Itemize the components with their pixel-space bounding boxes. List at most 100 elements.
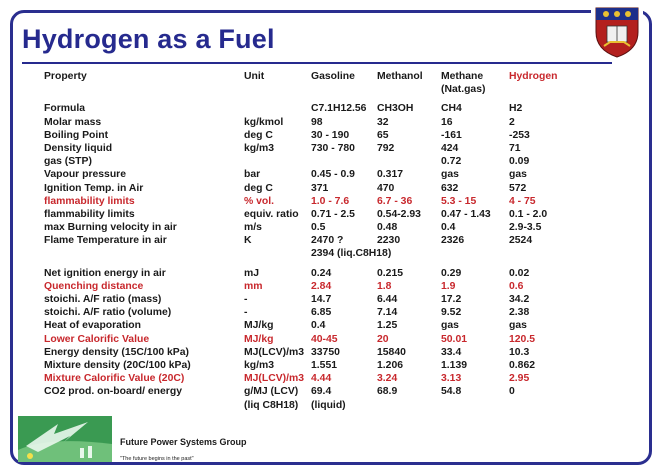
table-row: Boiling Point deg C 30 - 190 65 -161 -25… [44,129,573,142]
cell-unit: g/MJ (LCV) [244,386,299,398]
table-row: flammability limits equiv. ratio 0.71 - … [44,208,573,221]
table-row: stoichi. A/F ratio (mass) - 14.7 6.44 17… [44,293,573,306]
table-row: Heat of evaporation MJ/kg 0.4 1.25 gas g… [44,319,573,332]
cell-methanol: 1.206 [377,359,404,371]
table-row: stoichi. A/F ratio (volume) - 6.85 7.14 … [44,306,573,319]
table-header-sub-row: (Nat.gas) [44,83,573,96]
cell-hydrogen: 71 [509,142,521,154]
cell-gasoline: 0.71 - 2.5 [311,208,355,220]
cell-hydrogen: 2524 [509,235,533,247]
cell-unit: kg/m3 [244,142,275,154]
cell-methane: 1.139 [441,359,468,371]
cell-methane: 9.52 [441,307,462,319]
fuel-properties-table: Property Unit Gasoline Methanol Methane … [44,70,573,412]
header-rule [22,62,612,64]
cell-gasoline: C7.1H12.56 [311,103,367,115]
table-row: Net ignition energy in air mJ 0.24 0.215… [44,267,573,280]
table-row: Density liquid kg/m3 730 - 780 792 424 7… [44,142,573,155]
cell-methane: gas [441,169,459,181]
cell-methane: CH4 [441,103,462,115]
cell-methanol: 792 [377,142,395,154]
cell-methanol: 7.14 [377,307,398,319]
cell-unit: bar [244,169,261,181]
cell-property: Density liquid [44,142,113,154]
table-row: Vapour pressure bar 0.45 - 0.9 0.317 gas… [44,168,573,181]
slide-title: Hydrogen as a Fuel [22,24,275,54]
cell-methanol: 65 [377,129,389,141]
cell-property: gas (STP) [44,156,92,168]
header-unit: Unit [244,71,265,82]
cell-gasoline: 40-45 [311,333,338,345]
cell-property: Flame Temperature in air [44,235,167,247]
cell-unit: mJ [244,267,260,279]
cell-property: flammability limits [44,195,135,207]
cell-hydrogen [509,247,573,260]
cell-unit: (liq C8H18) [244,399,299,411]
cell-methanol: 20 [377,333,389,345]
cell-gasoline: 1.0 - 7.6 [311,195,350,207]
cell-property: Boiling Point [44,129,109,141]
cell-methanol: 32 [377,116,389,128]
table-row: gas (STP) 0.72 0.09 [44,155,573,168]
table-row: Formula C7.1H12.56 CH3OH CH4 H2 [44,102,573,115]
cell-hydrogen [509,399,573,412]
cell-methanol: 68.9 [377,386,398,398]
cell-unit: MJ(LCV)/m3 [244,346,305,358]
cell-unit: K [244,235,252,247]
table-row: Lower Calorific Value MJ/kg 40-45 20 50.… [44,333,573,346]
cell-methanol: 1.25 [377,320,398,332]
cell-property: Vapour pressure [44,169,127,181]
cell-hydrogen: 2.38 [509,307,530,319]
cell-unit: deg C [244,129,273,141]
cell-methane: 16 [441,116,453,128]
cell-hydrogen: 0.02 [509,267,530,279]
header-hydrogen: Hydrogen [509,71,558,82]
cell-hydrogen: H2 [509,103,523,115]
header-methane-sub: (Nat.gas) [441,84,486,96]
cell-property: Formula [44,103,85,115]
cell-methane: 33.4 [441,346,462,358]
cell-unit: - [244,294,248,305]
cell-methane: 0.47 - 1.43 [441,208,491,220]
cell-gasoline: 33750 [311,346,340,358]
cell-gasoline: 2394 (liq.C8H18) [311,248,392,260]
cell-methane: 0.29 [441,267,462,279]
table-row: flammability limits % vol. 1.0 - 7.6 6.7… [44,195,573,208]
cell-methanol: 6.7 - 36 [377,195,413,207]
table-row: Quenching distance mm 2.84 1.8 1.9 0.6 [44,280,573,293]
cell-methane: 17.2 [441,294,462,305]
cell-property: Molar mass [44,116,102,128]
cell-unit: MJ/kg [244,333,274,345]
cell-property: flammability limits [44,208,135,220]
cell-gasoline: 69.4 [311,386,332,398]
cell-hydrogen: 0.1 - 2.0 [509,208,548,220]
cell-property: Energy density (15C/100 kPa) [44,346,189,358]
slide-frame [10,10,652,465]
cell-methanol: CH3OH [377,103,414,115]
cell-methane: -161 [441,129,462,141]
cell-unit: MJ/kg [244,320,274,332]
cell-property: Net ignition energy in air [44,267,166,279]
cell-methane: 5.3 - 15 [441,195,477,207]
cell-methane: 54.8 [441,386,462,398]
cell-unit: mm [244,280,263,292]
header-methane: Methane [441,71,484,82]
cell-methanol: 1.8 [377,280,392,292]
cell-methane: 50.01 [441,333,468,345]
cell-hydrogen: 2 [509,116,515,128]
cell-gasoline: 1.551 [311,359,338,371]
table-row: Mixture Calorific Value (20C) MJ(LCV)/m3… [44,372,573,385]
cell-property: stoichi. A/F ratio (volume) [44,307,172,319]
cell-methanol: 6.44 [377,294,398,305]
cell-unit: MJ(LCV)/m3 [244,373,305,385]
organization-name: Future Power Systems Group [120,437,247,447]
cell-property [44,247,244,260]
cell-hydrogen: gas [509,320,527,332]
cell-property: stoichi. A/F ratio (mass) [44,294,162,305]
table-row: 2394 (liq.C8H18) [44,247,573,260]
cell-property: Ignition Temp. in Air [44,182,144,194]
cell-unit: equiv. ratio [244,208,299,220]
cell-hydrogen: -253 [509,129,530,141]
cell-gasoline [311,155,377,168]
cell-gasoline: 2.84 [311,280,332,292]
